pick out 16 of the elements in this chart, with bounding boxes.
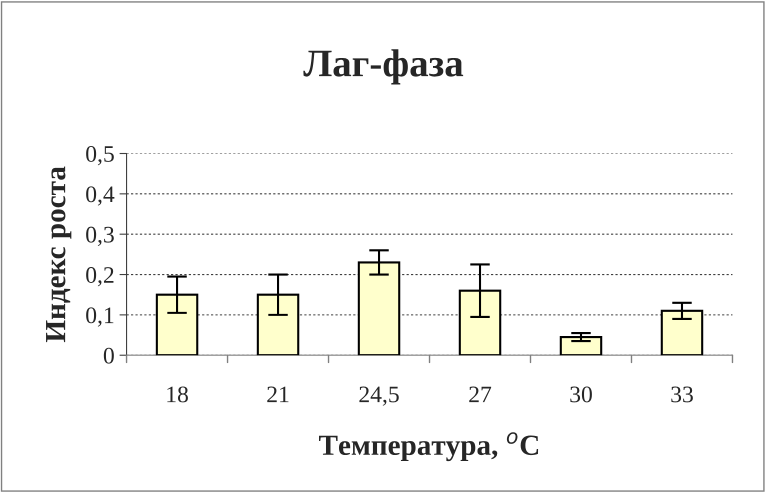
x-tick-label: 30 [570,386,592,402]
y-tick-label: 0,4 [86,186,114,206]
y-tick-label: 0,2 [86,267,114,286]
x-tick-label: 18 [167,386,188,402]
y-tick-label: 0 [104,348,114,364]
x-axis-title: Температура, $^{o}$C [318,432,538,462]
x-tick-label: 27 [469,386,492,402]
x-tick-label: 33 [671,386,693,402]
x-tick-label: 24,5 [359,386,399,406]
y-axis-title: Индекс роста [46,166,72,342]
y-tick-label: 0,5 [86,146,114,166]
x-tick-label: 21 [267,386,288,402]
chart-title: Лаг-фаза [303,49,464,84]
bar [560,336,602,356]
y-tick-label: 0,1 [86,307,114,327]
y-tick-label: 0,3 [86,226,114,246]
